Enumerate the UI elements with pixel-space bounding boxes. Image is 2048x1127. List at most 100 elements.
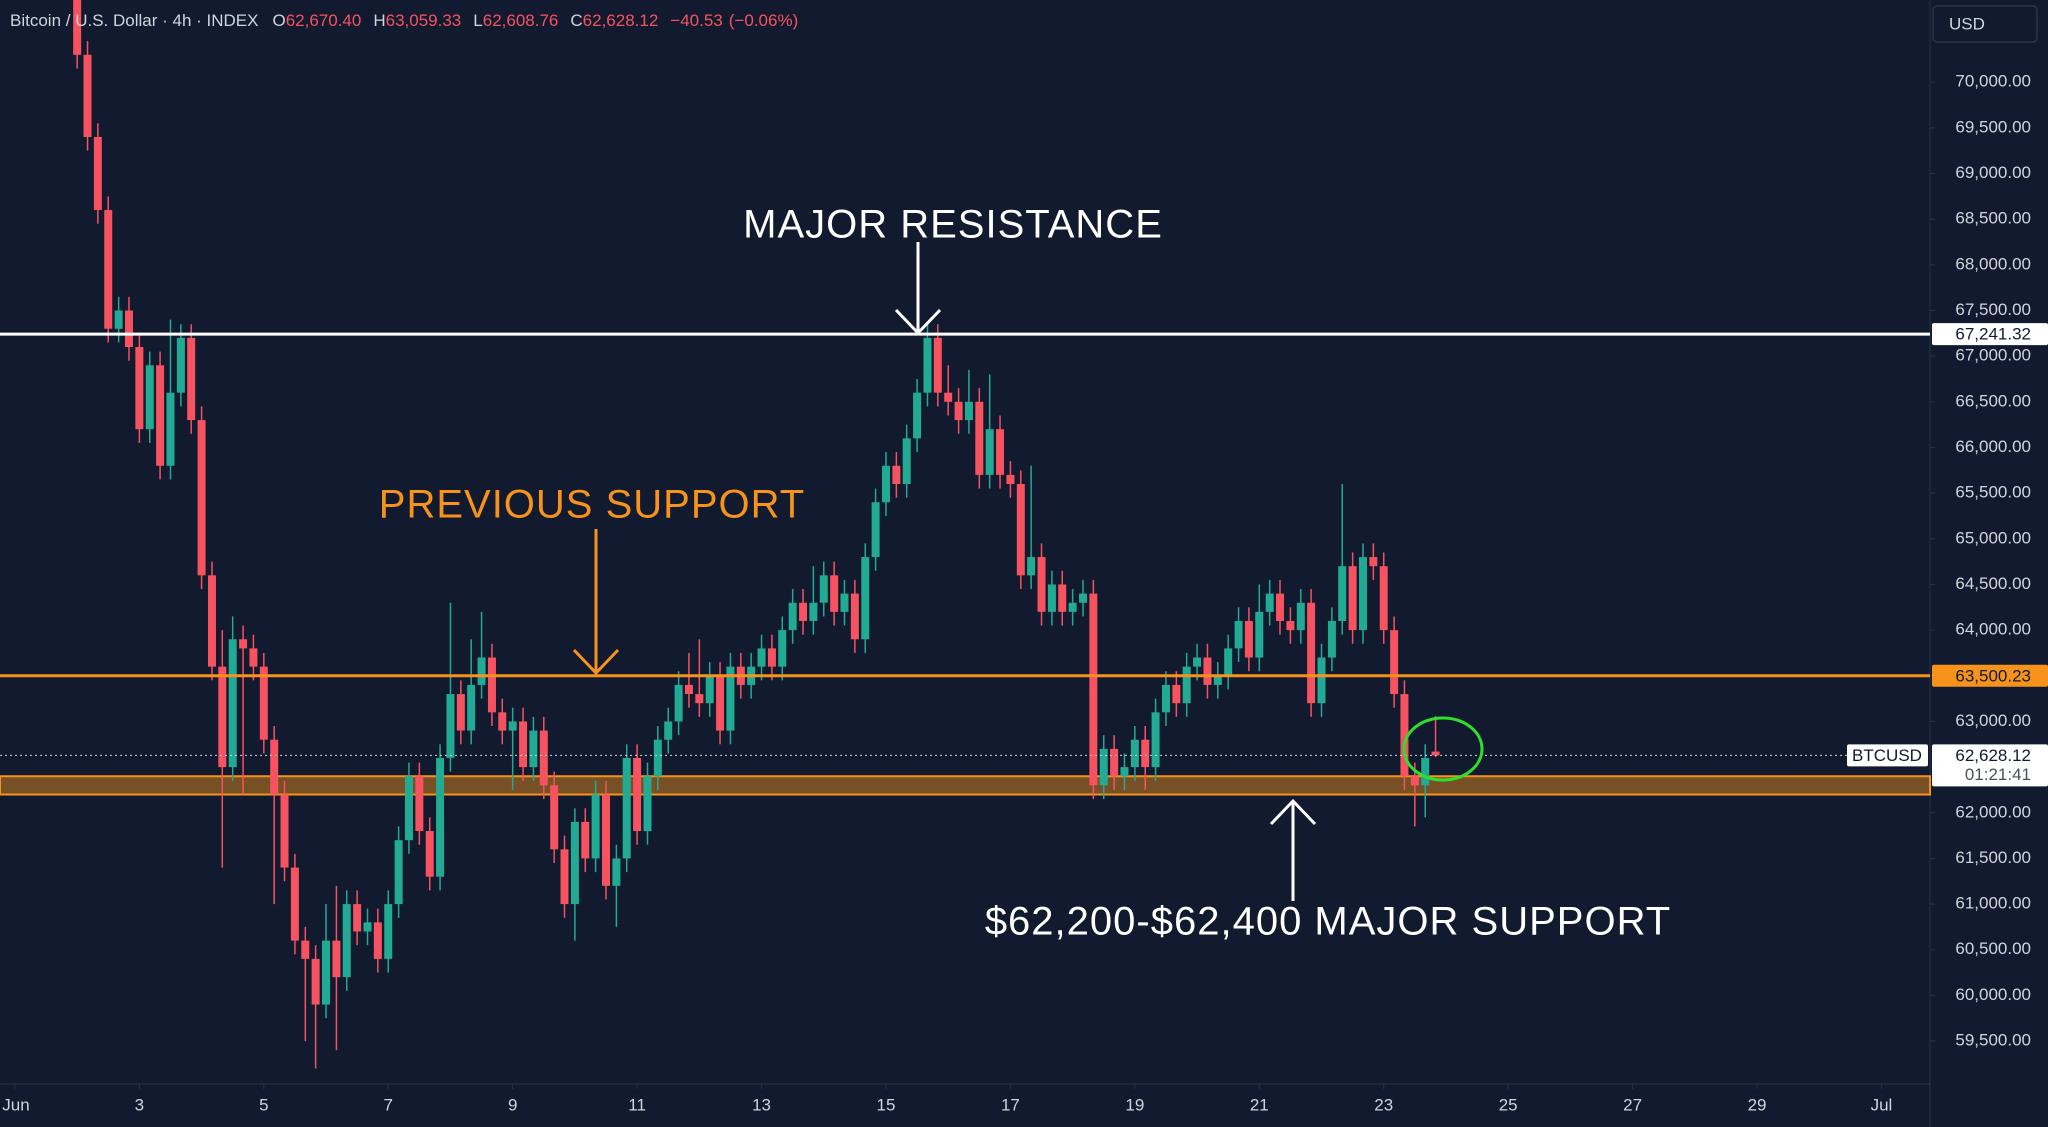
- candle-body: [83, 54, 92, 137]
- candle-body: [1079, 593, 1088, 603]
- candle-body: [830, 575, 839, 612]
- x-tick-label: 13: [752, 1095, 771, 1114]
- candle-body: [363, 922, 372, 932]
- candle-body: [1120, 767, 1129, 777]
- last-price-label: 62,628.12: [1955, 746, 2031, 765]
- candle-body: [1421, 757, 1430, 786]
- y-tick-label: 68,500.00: [1955, 209, 2031, 228]
- candle-body: [1110, 748, 1119, 777]
- candle-body: [124, 310, 133, 348]
- candle-body: [570, 821, 579, 905]
- candle-body: [809, 602, 818, 621]
- candle-body: [653, 739, 662, 777]
- candle-body: [259, 666, 268, 740]
- candle-body: [145, 365, 154, 430]
- candle-body: [311, 958, 320, 1005]
- candle-body: [705, 675, 714, 704]
- change-value: −40.53: [670, 11, 723, 30]
- candle-body: [1161, 684, 1170, 713]
- candle-body: [1400, 694, 1409, 777]
- y-tick-label: 64,500.00: [1955, 574, 2031, 593]
- candle-body: [923, 337, 932, 393]
- candle-body: [602, 794, 611, 886]
- candle-body: [207, 575, 216, 667]
- candle-body: [218, 666, 227, 768]
- candle-body: [778, 630, 787, 667]
- candle-body: [1193, 657, 1202, 667]
- candle-body: [93, 136, 102, 211]
- change-pct: (−0.06%): [728, 11, 799, 30]
- candle-body: [643, 776, 652, 832]
- candle-body: [187, 337, 196, 421]
- candle-body: [757, 648, 766, 667]
- candle-body: [664, 721, 673, 740]
- candle-body: [1006, 474, 1015, 485]
- candle-body: [1265, 593, 1274, 612]
- currency-box[interactable]: [1932, 5, 2038, 43]
- symbol-box: [1847, 744, 1928, 767]
- candle-body: [1431, 751, 1440, 756]
- candle-body: [104, 210, 113, 329]
- candle-body: [249, 648, 258, 667]
- legend-key: L: [473, 11, 483, 30]
- candle-body: [944, 392, 953, 402]
- candle-body: [114, 310, 123, 329]
- candle-body: [674, 684, 683, 722]
- candle-body: [394, 840, 403, 905]
- candle-body: [197, 420, 206, 576]
- x-tick-label: 19: [1125, 1095, 1144, 1114]
- previous-support-arrow: [572, 529, 620, 676]
- support-label: $62,200-$62,400 MAJOR SUPPORT: [985, 900, 1671, 944]
- candle-body: [1286, 620, 1295, 631]
- candle-body: [550, 785, 559, 850]
- candle-body: [1327, 620, 1336, 658]
- legend-value: 62,670.40: [285, 11, 362, 30]
- candle-body: [415, 776, 424, 832]
- y-tick-label: 63,000.00: [1955, 711, 2031, 730]
- y-tick-label: 67,000.00: [1955, 346, 2031, 365]
- candle-body: [1047, 584, 1056, 612]
- candle-body: [881, 465, 890, 503]
- candle-body: [73, 0, 82, 55]
- currency-label[interactable]: USD: [1949, 14, 1985, 33]
- last-price-box: [1932, 744, 2048, 787]
- candle-body: [850, 593, 859, 640]
- candle-body: [1037, 557, 1046, 612]
- candle-body: [1296, 602, 1305, 631]
- y-tick-label: 60,500.00: [1955, 939, 2031, 958]
- candle-body: [1099, 748, 1108, 786]
- candle-body: [902, 438, 911, 485]
- level-price-label: 63,500.23: [1955, 666, 2031, 685]
- candle-body: [581, 821, 590, 859]
- candle-body: [239, 639, 248, 649]
- candle-body: [684, 684, 693, 695]
- annotations: MAJOR RESISTANCE PREVIOUS SUPPORT $62,20…: [379, 203, 1671, 944]
- x-tick-label: 23: [1374, 1095, 1393, 1114]
- candle-body: [1255, 611, 1264, 658]
- candle-body: [612, 858, 621, 886]
- support-arrow: [1269, 798, 1317, 901]
- candle-body: [1141, 739, 1150, 768]
- symbol-title: Bitcoin / U.S. Dollar · 4h · INDEX: [10, 11, 259, 30]
- legend-key: H: [373, 11, 386, 30]
- candle-body: [487, 657, 496, 713]
- candle-body: [1348, 566, 1357, 631]
- candle-body: [404, 776, 413, 841]
- candle-body: [913, 392, 922, 439]
- level-price-box: [1932, 664, 2048, 687]
- y-tick-label: 68,000.00: [1955, 254, 2031, 273]
- x-tick-label: 15: [877, 1095, 896, 1114]
- candle-body: [1151, 712, 1160, 768]
- candle-body: [1379, 566, 1388, 631]
- candle-body: [425, 831, 434, 877]
- candle-body: [840, 593, 849, 612]
- x-tick-label: 3: [135, 1095, 144, 1114]
- level-price-label: 67,241.32: [1955, 325, 2031, 344]
- candle-body: [1244, 620, 1253, 658]
- candle-body: [270, 739, 279, 795]
- candle-body: [788, 602, 797, 631]
- candle-body: [1317, 657, 1326, 704]
- highlight-circle: [1402, 716, 1484, 782]
